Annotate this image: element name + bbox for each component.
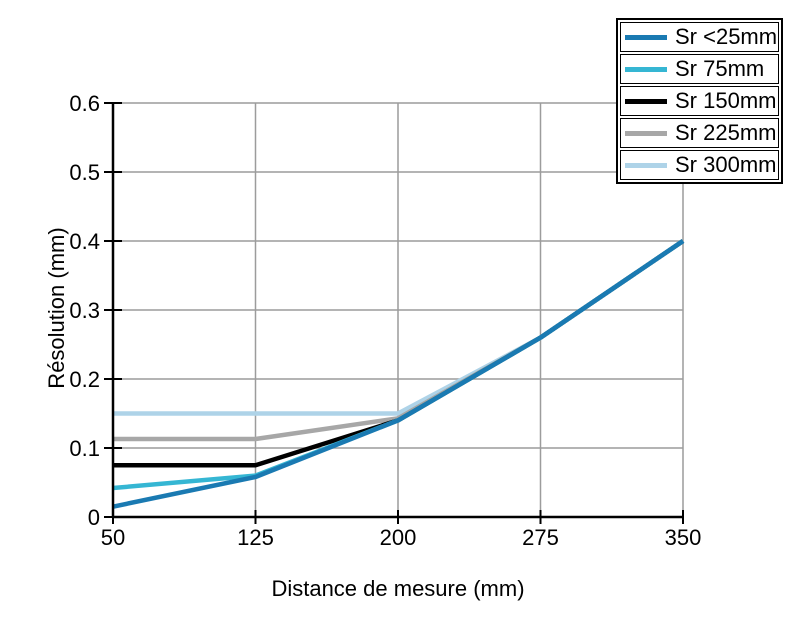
legend-item-sr-75mm: Sr 75mm: [620, 54, 779, 84]
legend-item-sr-25mm: Sr <25mm: [620, 22, 779, 52]
x-tick-label: 200: [380, 525, 417, 550]
x-tick-label: 50: [101, 525, 125, 550]
y-tick-label: 0: [88, 505, 100, 530]
series-line-sr-25mm: [112, 239, 685, 509]
x-axis-title: Distance de mesure (mm): [271, 576, 525, 601]
legend-item-sr-225mm: Sr 225mm: [620, 118, 779, 148]
x-tick-label: 125: [237, 525, 274, 550]
x-tick-label: 350: [665, 525, 702, 550]
y-tick-label: 0.5: [69, 160, 100, 185]
legend-swatch: [625, 162, 667, 168]
legend-label: Sr 225mm: [675, 120, 777, 145]
legend-label: Sr 150mm: [675, 88, 777, 113]
y-tick-label: 0.4: [69, 229, 100, 254]
y-tick-label: 0.3: [69, 298, 100, 323]
legend-swatch: [625, 34, 667, 40]
legend-label: Sr <25mm: [675, 24, 778, 49]
legend-item-sr-150mm: Sr 150mm: [620, 86, 779, 116]
legend-swatch: [625, 66, 667, 72]
legend-label: Sr 75mm: [675, 56, 765, 81]
x-tick-label: 275: [522, 525, 559, 550]
y-tick-label: 0.1: [69, 436, 100, 461]
legend: Sr <25mm Sr 75mm Sr 150mm Sr 225mm Sr 300mm: [616, 18, 783, 184]
legend-label: Sr 300mm: [675, 152, 777, 177]
y-axis-title: Résolution (mm): [44, 227, 69, 389]
legend-swatch: [625, 130, 667, 136]
y-tick-label: 0.6: [69, 91, 100, 116]
legend-item-sr-300mm: Sr 300mm: [620, 150, 779, 180]
y-tick-label: 0.2: [69, 367, 100, 392]
legend-swatch: [625, 98, 667, 104]
